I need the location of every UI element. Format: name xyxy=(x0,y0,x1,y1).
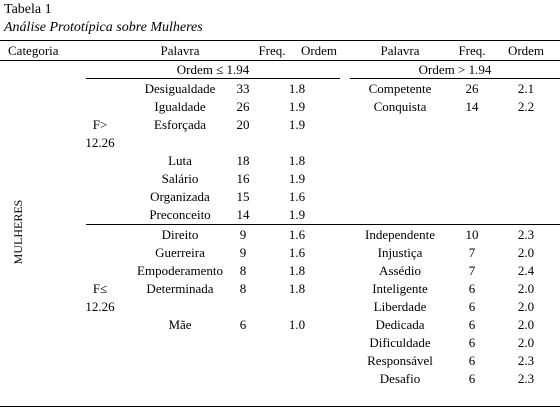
frequency: 14 xyxy=(465,99,479,114)
column-header: Ordem xyxy=(300,43,338,58)
word: Determinada xyxy=(146,281,214,296)
order: 2.0 xyxy=(517,281,535,296)
rule xyxy=(0,40,560,41)
table-title: Análise Prototípica sobre Mulheres xyxy=(4,20,203,35)
order: 1.8 xyxy=(288,81,306,96)
group-label: 12.26 xyxy=(85,135,115,150)
frequency: 7 xyxy=(468,245,476,260)
frequency: 18 xyxy=(236,153,250,168)
rule xyxy=(0,406,560,407)
order: 2.0 xyxy=(517,317,535,332)
order: 1.0 xyxy=(288,317,306,332)
table-number: Tabela 1 xyxy=(4,2,52,17)
word: Assédio xyxy=(379,263,421,278)
word: Inteligente xyxy=(372,281,428,296)
frequency: 10 xyxy=(465,227,479,242)
order: 2.0 xyxy=(517,335,535,350)
frequency: 6 xyxy=(468,281,476,296)
order: 1.9 xyxy=(288,117,306,132)
order: 1.6 xyxy=(288,227,306,242)
word: Salário xyxy=(161,171,199,186)
order: 2.0 xyxy=(517,299,535,314)
subheader: Ordem ≤ 1.94 xyxy=(176,62,250,77)
word: Empoderamento xyxy=(137,263,223,278)
frequency: 20 xyxy=(236,117,250,132)
frequency: 26 xyxy=(236,99,250,114)
word: Igualdade xyxy=(154,99,206,114)
group-label: 12.26 xyxy=(85,299,115,314)
rule xyxy=(350,78,560,79)
order: 2.3 xyxy=(517,371,535,386)
word: Responsável xyxy=(367,353,433,368)
frequency: 7 xyxy=(468,263,476,278)
word: Dedicada xyxy=(375,317,425,332)
frequency: 6 xyxy=(468,299,476,314)
word: Dificuldade xyxy=(369,335,431,350)
order: 2.4 xyxy=(517,263,535,278)
word: Esforçada xyxy=(154,117,206,132)
word: Guerreira xyxy=(155,245,205,260)
order: 1.8 xyxy=(288,153,306,168)
frequency: 15 xyxy=(236,189,250,204)
frequency: 6 xyxy=(239,317,247,332)
order: 1.6 xyxy=(288,189,306,204)
order: 1.8 xyxy=(288,281,306,296)
word: Independente xyxy=(364,227,436,242)
frequency: 26 xyxy=(465,81,479,96)
order: 1.8 xyxy=(288,263,306,278)
column-header: Ordem xyxy=(507,43,545,58)
frequency: 6 xyxy=(468,317,476,332)
category-label: MULHERES xyxy=(11,199,25,265)
frequency: 8 xyxy=(239,263,247,278)
order: 1.9 xyxy=(288,207,306,222)
word: Preconceito xyxy=(149,207,211,222)
frequency: 6 xyxy=(468,371,476,386)
frequency: 14 xyxy=(236,207,250,222)
order: 2.1 xyxy=(517,81,535,96)
column-header: Palavra xyxy=(160,43,200,58)
word: Desafio xyxy=(379,371,421,386)
group-label: F≤ xyxy=(92,281,108,296)
subheader: Ordem > 1.94 xyxy=(418,62,492,77)
column-header: Palavra xyxy=(380,43,420,58)
frequency: 6 xyxy=(468,335,476,350)
word: Liberdade xyxy=(373,299,427,314)
frequency: 33 xyxy=(236,81,250,96)
rule xyxy=(0,60,560,61)
word: Luta xyxy=(168,153,192,168)
column-header: Freq. xyxy=(458,43,486,58)
word: Desigualdade xyxy=(144,81,216,96)
order: 1.9 xyxy=(288,171,306,186)
order: 1.6 xyxy=(288,245,306,260)
frequency: 6 xyxy=(468,353,476,368)
column-header: Freq. xyxy=(258,43,286,58)
rule xyxy=(86,224,560,225)
word: Mãe xyxy=(168,317,192,332)
frequency: 9 xyxy=(239,245,247,260)
group-label: F> xyxy=(92,117,108,132)
frequency: 9 xyxy=(239,227,247,242)
order: 2.0 xyxy=(517,245,535,260)
frequency: 8 xyxy=(239,281,247,296)
rule xyxy=(86,78,340,79)
order: 2.3 xyxy=(517,353,535,368)
order: 2.3 xyxy=(517,227,535,242)
frequency: 16 xyxy=(236,171,250,186)
word: Injustiça xyxy=(377,245,423,260)
word: Competente xyxy=(368,81,432,96)
order: 2.2 xyxy=(517,99,535,114)
order: 1.9 xyxy=(288,99,306,114)
column-header: Categoria xyxy=(8,43,59,58)
word: Organizada xyxy=(150,189,210,204)
word: Direito xyxy=(161,227,199,242)
word: Conquista xyxy=(373,99,427,114)
